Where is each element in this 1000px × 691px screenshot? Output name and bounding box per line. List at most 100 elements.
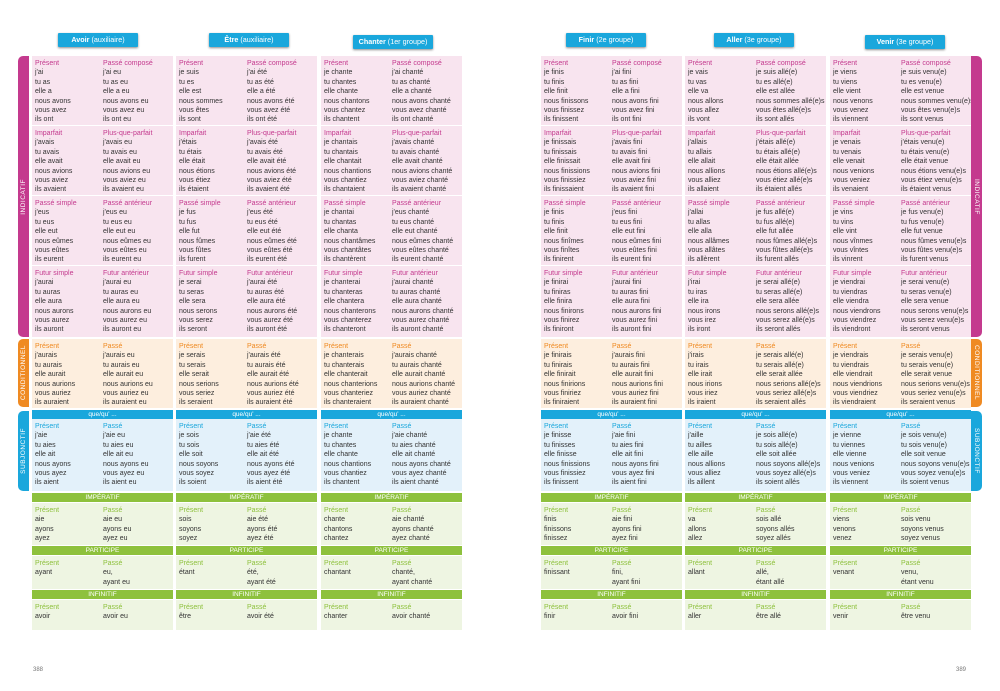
tense-block-indicatif-2: Passé simple je chantai tu chantas elle cha… — [321, 196, 462, 265]
conjugated-form: tu seras allé(e) — [756, 288, 803, 296]
imperatif-bar: IMPÉRATIF — [541, 493, 682, 502]
conjugated-form: elle alla — [688, 228, 712, 236]
tense-block-participe: Présent étant Passé été, ayant été — [176, 556, 317, 589]
conjugated-form: je finis — [544, 69, 564, 77]
conjugated-form: nous avions — [35, 167, 73, 175]
conjugated-form: finissez — [544, 535, 568, 543]
tense-heading: Présent — [324, 604, 349, 611]
tense-heading: Futur antérieur — [756, 270, 802, 277]
conjugated-form: nous aurons chanté — [392, 307, 454, 315]
tense-column: Passé aie fini ayons fini ayez fini — [612, 506, 642, 544]
conjugated-form: nous étions venu(e)s — [901, 167, 966, 175]
tense-block-indicatif-3: Futur simple j'aurai tu auras elle aura nous… — [32, 266, 173, 337]
tense-column: Passé aie eu ayons eu ayez eu — [103, 506, 131, 544]
conjugated-form: vous seriez — [179, 390, 215, 398]
tense-block-subjonctif: Présent je sois tu sois elle soit nous soyon… — [176, 419, 317, 491]
conjugated-form: vous iriez — [688, 390, 718, 398]
tense-heading: Présent — [833, 507, 858, 514]
tense-column: Présent je finirais tu finirais elle finira… — [544, 342, 585, 408]
tense-column: Passé je serais venu(e) tu serais venu(e) e… — [901, 342, 970, 408]
conjugated-form: nous aurons eu — [103, 307, 152, 315]
conjugated-form: vous allez — [688, 107, 720, 115]
conjugated-form: vous aurez eu — [103, 317, 147, 325]
tense-heading: Présent — [35, 604, 60, 611]
conjugated-form: je sois venu(e) — [901, 432, 947, 440]
tense-column: Présent je viens tu viens elle vient nous ve… — [833, 59, 873, 125]
conjugated-form: vous aviez été — [247, 177, 292, 185]
tense-block-indicatif-3: Futur simple je serai tu seras elle sera nou… — [176, 266, 317, 337]
tense-heading: Passé antérieur — [756, 200, 806, 207]
conjugated-form: avoir été — [247, 613, 274, 621]
tense-heading: Présent — [179, 604, 204, 611]
conjugated-form: tu iras — [688, 288, 708, 296]
conjugated-form: tu eus chanté — [392, 218, 435, 226]
conjugated-form: vous auriez — [35, 390, 71, 398]
conjugated-form: j'avais — [35, 139, 55, 147]
tense-column: Passé composé j'ai chanté tu as chanté elle… — [392, 59, 451, 125]
tense-block-subjonctif: Présent j'aie tu aies elle ait nous ayons vou… — [32, 419, 173, 491]
conjugated-form: elle fut allée — [756, 228, 794, 236]
conjugated-form: nous serions allé(e)s — [756, 380, 821, 388]
conjugated-form: elle sera allée — [756, 298, 800, 306]
conjugated-form: elle finit — [544, 228, 568, 236]
tense-column: Passé j'aurais chanté tu aurais chanté elle… — [392, 342, 455, 408]
conjugated-form: elle aurait chanté — [392, 371, 446, 379]
conjugated-form: être — [179, 613, 192, 621]
conjugated-form: vous alliez — [688, 177, 721, 185]
conjugated-form: nous serons — [179, 307, 218, 315]
tense-heading: Passé — [392, 423, 412, 430]
tense-heading: Futur simple — [179, 270, 218, 277]
conjugated-form: aie — [35, 516, 45, 524]
conjugated-form: nous allâmes — [688, 237, 730, 245]
tense-column: Passé j'aurais été tu aurais été elle aurai… — [247, 342, 299, 408]
conjugated-form: j'aie chanté — [392, 432, 428, 440]
conjugated-form: chantons — [324, 525, 353, 533]
conjugated-form: soyons — [179, 525, 202, 533]
conjugated-form: vous chanterez — [324, 317, 372, 325]
tense-column: Présent allant — [688, 559, 712, 578]
tense-column: Présent sois soyons soyez — [179, 506, 203, 544]
tense-column: Présent chantant — [324, 559, 351, 578]
conjugated-form: j'aurais — [35, 352, 57, 360]
tense-heading: Passé — [612, 423, 632, 430]
conjugated-form: je viendrais — [833, 352, 869, 360]
conjugated-form: vous eûtes eu — [103, 247, 147, 255]
conjugated-form: vous auriez chanté — [392, 390, 451, 398]
conjugated-form: nous viendrons — [833, 307, 881, 315]
tense-heading: Imparfait — [324, 130, 352, 137]
conjugated-form: tu serais venu(e) — [901, 361, 954, 369]
tense-column: Présent j'irais tu irais elle irait nous iri… — [688, 342, 722, 408]
tense-column: Passé antérieur je fus venu(e) tu fus venu… — [901, 199, 966, 265]
conjugated-form: nous irions — [688, 380, 722, 388]
conjugated-form: vous eûtes — [35, 247, 69, 255]
tense-column: Futur antérieur je serai allé(e) tu seras … — [756, 269, 819, 335]
que-bar: que/qu' ... — [541, 410, 682, 419]
conjugated-form: elle aurait — [35, 371, 66, 379]
conjugated-form: nous avions chanté — [392, 167, 453, 175]
conjugated-form: j'aie fini — [612, 432, 636, 440]
conjugated-form: je vins — [833, 209, 853, 217]
conjugated-form: elle a chanté — [392, 88, 432, 96]
conjugated-form: ils avaient fini — [612, 186, 655, 194]
tense-heading: Présent — [544, 60, 569, 67]
conjugated-form: ayant — [35, 569, 53, 577]
tense-block-infinitif: Présent être Passé avoir été — [176, 600, 317, 630]
tense-column: Passé aie chanté ayons chanté ayez chanté — [392, 506, 434, 544]
conjugated-form: vous ayez été — [247, 470, 291, 478]
conjugated-form: ils auront eu — [103, 326, 142, 334]
conjugated-form: vous ayez — [35, 470, 67, 478]
conjugated-form: avoir fini — [612, 613, 639, 621]
conjugated-form: tu serais allé(e) — [756, 361, 804, 369]
tense-column: Futur simple je finirai tu finiras elle fin… — [544, 269, 584, 335]
conjugated-form: ils furent — [179, 256, 206, 264]
conjugated-form: ils chantent — [324, 116, 360, 124]
tense-block-indicatif-0: Présent je vais tu vas elle va nous allons vo… — [685, 56, 826, 125]
imperatif-bar: IMPÉRATIF — [176, 493, 317, 502]
tense-column: Présent je serais tu serais elle serait nous… — [179, 342, 219, 408]
conjugated-form: nous serions venu(e)s — [901, 380, 970, 388]
tense-column: Passé sois venu soyons venus soyez venus — [901, 506, 944, 544]
conjugated-form: tu avais fini — [612, 148, 648, 156]
tense-heading: Passé composé — [901, 60, 951, 67]
imperatif-bar: IMPÉRATIF — [685, 493, 826, 502]
tense-heading: Passé — [901, 343, 921, 350]
